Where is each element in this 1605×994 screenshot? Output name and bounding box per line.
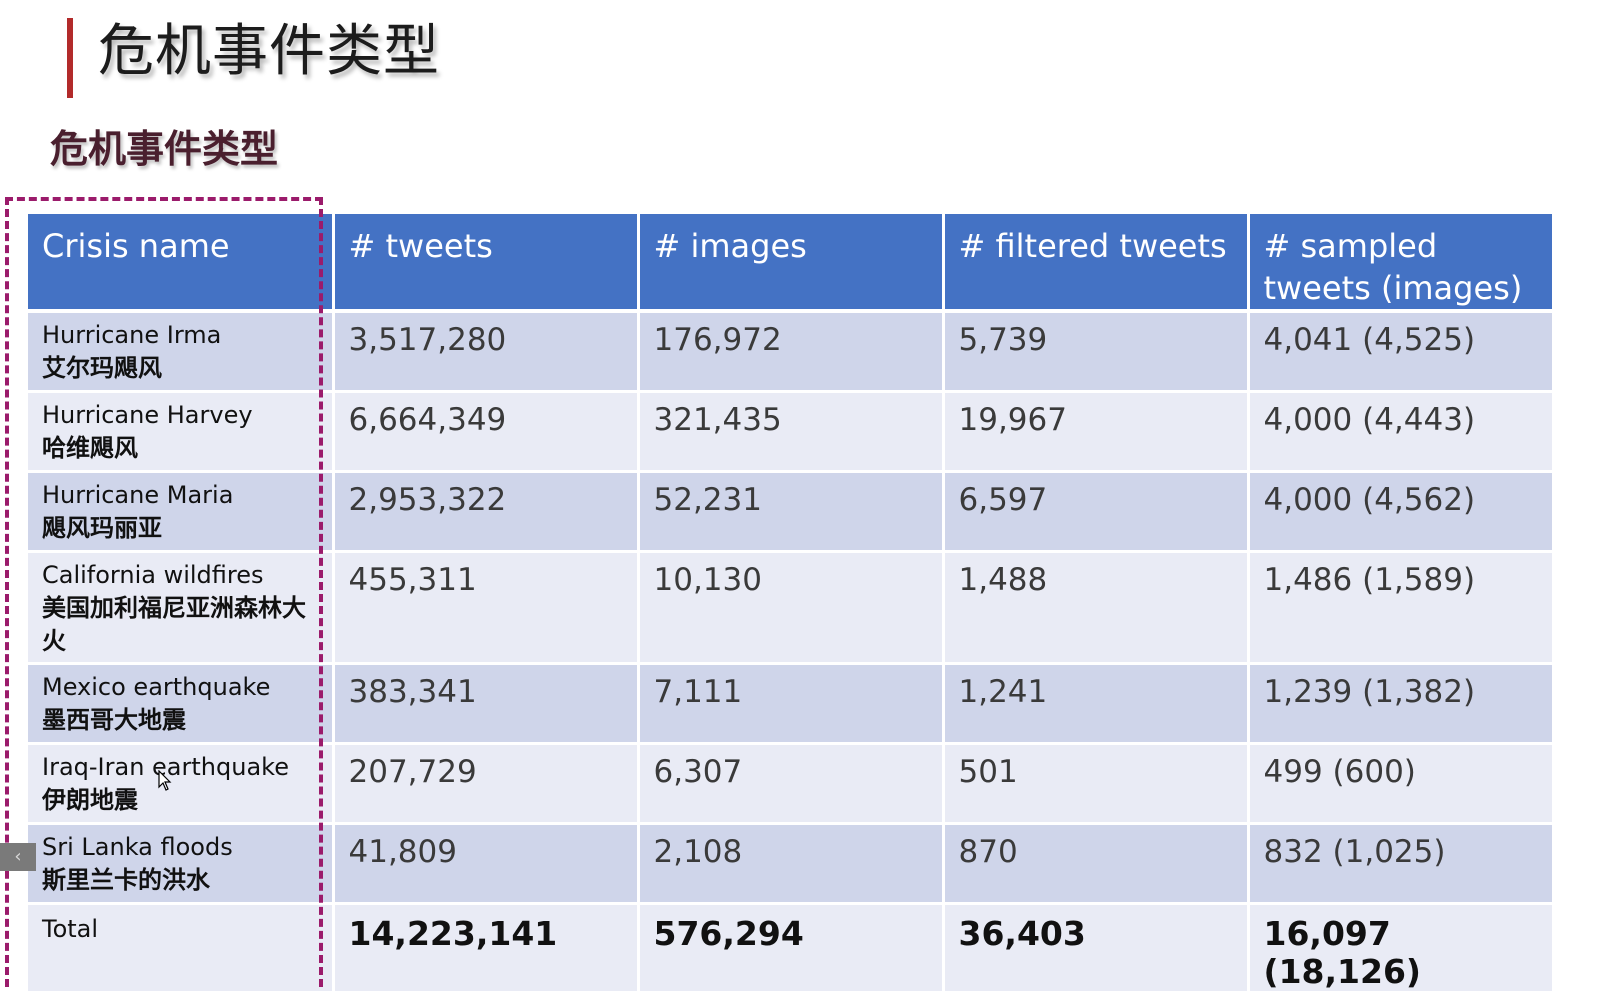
filtered-cell: 1,488 (943, 551, 1250, 665)
crisis-name-zh: 美国加利福尼亚洲森林大火 (42, 593, 306, 655)
images-cell: 321,435 (638, 391, 945, 473)
crisis-name-cell: Hurricane Harvey 哈维飓风 (28, 391, 335, 473)
crisis-name-cell: Hurricane Irma 艾尔玛飓风 (28, 311, 335, 393)
tweets-cell: 41,809 (333, 823, 640, 905)
crisis-name-cell: Mexico earthquake 墨西哥大地震 (28, 663, 335, 745)
table-header-row: Crisis name # tweets # images # filtered… (28, 214, 1555, 313)
crisis-name-zh: 哈维飓风 (42, 433, 138, 462)
crisis-name-zh: 艾尔玛飓风 (42, 354, 162, 382)
sampled-cell: 4,041 (4,525) (1248, 311, 1555, 393)
images-cell: 176,972 (638, 311, 945, 393)
crisis-name-cell: California wildfires 美国加利福尼亚洲森林大火 (28, 551, 335, 665)
table-row: Hurricane Harvey 哈维飓风 6,664,349 321,435 … (28, 391, 1555, 473)
sampled-cell: 499 (600) (1248, 743, 1555, 825)
header-crisis-name: Crisis name (28, 214, 335, 313)
sampled-cell: 1,239 (1,382) (1248, 663, 1555, 745)
filtered-cell: 5,739 (943, 311, 1250, 393)
table-row: Hurricane Irma 艾尔玛飓风 3,517,280 176,972 5… (28, 311, 1555, 393)
total-tweets: 14,223,141 (333, 903, 640, 994)
tweets-cell: 6,664,349 (333, 391, 640, 473)
tweets-cell: 207,729 (333, 743, 640, 825)
header-images: # images (638, 214, 945, 313)
title-accent-bar (67, 18, 73, 98)
crisis-name-zh: 伊朗地震 (42, 785, 138, 814)
crisis-name-en: Mexico earthquake (42, 672, 271, 701)
total-row: Total 14,223,141 576,294 36,403 16,097 (… (28, 903, 1555, 994)
total-sampled: 16,097 (18,126) (1248, 903, 1555, 994)
tweets-cell: 3,517,280 (333, 311, 640, 393)
crisis-name-cell: Iraq-Iran earthquake 伊朗地震 (28, 743, 335, 825)
crisis-name-cell: Sri Lanka floods 斯里兰卡的洪水 (28, 823, 335, 905)
crisis-name-zh: 墨西哥大地震 (42, 705, 186, 734)
table-row: Iraq-Iran earthquake 伊朗地震 207,729 6,307 … (28, 743, 1555, 825)
tweets-cell: 383,341 (333, 663, 640, 745)
crisis-name-zh: 斯里兰卡的洪水 (42, 865, 210, 894)
crisis-name-en: Hurricane Irma (42, 321, 222, 349)
filtered-cell: 501 (943, 743, 1250, 825)
tweets-cell: 2,953,322 (333, 471, 640, 553)
total-images: 576,294 (638, 903, 945, 994)
sampled-cell: 4,000 (4,443) (1248, 391, 1555, 473)
header-tweets: # tweets (333, 214, 640, 313)
slide-title: 危机事件类型 (98, 19, 440, 84)
scroll-left-button[interactable]: ‹ (0, 843, 36, 871)
sampled-cell: 1,486 (1,589) (1248, 551, 1555, 665)
images-cell: 10,130 (638, 551, 945, 665)
filtered-cell: 19,967 (943, 391, 1250, 473)
crisis-name-en: Sri Lanka floods (42, 832, 233, 861)
sampled-cell: 832 (1,025) (1248, 823, 1555, 905)
slide-subtitle: 危机事件类型 (50, 127, 279, 171)
sampled-cell: 4,000 (4,562) (1248, 471, 1555, 553)
crisis-name-en: Hurricane Maria (42, 480, 234, 509)
images-cell: 6,307 (638, 743, 945, 825)
crisis-name-en: California wildfires (42, 560, 264, 589)
total-filtered: 36,403 (943, 903, 1250, 994)
crisis-name-cell: Hurricane Maria 飓风玛丽亚 (28, 471, 335, 553)
images-cell: 7,111 (638, 663, 945, 745)
table-row: California wildfires 美国加利福尼亚洲森林大火 455,31… (28, 551, 1555, 665)
header-filtered-tweets: # filtered tweets (943, 214, 1250, 313)
total-label: Total (28, 903, 335, 994)
filtered-cell: 870 (943, 823, 1250, 905)
mouse-cursor-icon (158, 770, 172, 791)
images-cell: 2,108 (638, 823, 945, 905)
tweets-cell: 455,311 (333, 551, 640, 665)
table-row: Hurricane Maria 飓风玛丽亚 2,953,322 52,231 6… (28, 471, 1555, 553)
header-sampled-tweets: # sampled tweets (images) (1248, 214, 1555, 313)
filtered-cell: 1,241 (943, 663, 1250, 745)
table-row: Mexico earthquake 墨西哥大地震 383,341 7,111 1… (28, 663, 1555, 745)
table-row: Sri Lanka floods 斯里兰卡的洪水 41,809 2,108 87… (28, 823, 1555, 905)
crisis-name-en: Hurricane Harvey (42, 400, 253, 429)
crisis-table: Crisis name # tweets # images # filtered… (28, 214, 1555, 994)
crisis-name-en: Iraq-Iran earthquake (42, 752, 289, 781)
filtered-cell: 6,597 (943, 471, 1250, 553)
chevron-left-icon: ‹ (14, 846, 22, 867)
crisis-name-zh: 飓风玛丽亚 (42, 513, 162, 542)
images-cell: 52,231 (638, 471, 945, 553)
